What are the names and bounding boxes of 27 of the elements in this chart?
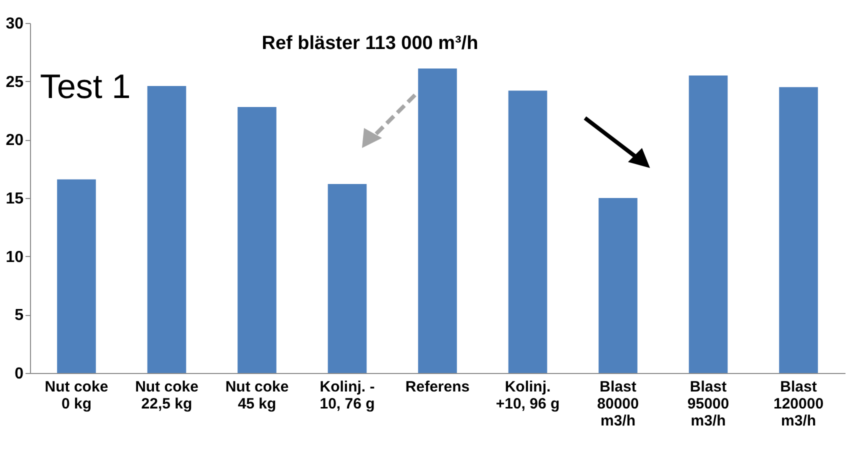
y-tick-label: 20 xyxy=(6,132,24,150)
y-tick-label: 25 xyxy=(6,74,24,91)
x-tick-label: Nut coke 45 kg xyxy=(225,378,289,412)
bar xyxy=(57,179,96,373)
y-tick-label: 30 xyxy=(6,16,24,32)
bar xyxy=(147,86,186,373)
x-tick-label: Nut coke 22,5 kg xyxy=(135,378,198,412)
x-tick-label: Blast 80000 m3/h xyxy=(597,378,639,430)
bar xyxy=(779,87,818,373)
bar xyxy=(238,107,276,373)
y-tick-label: 5 xyxy=(14,307,24,324)
annotation: Ref bläster 113 000 m³/h xyxy=(262,33,478,54)
text: Test 1 xyxy=(40,68,131,106)
bar xyxy=(328,184,367,373)
x-tick-label: Blast 120000 m3/h xyxy=(773,378,824,430)
y-tick-label: 10 xyxy=(6,248,24,266)
x-tick-label: Blast 95000 m3/h xyxy=(687,378,730,430)
x-tick-label: Referens xyxy=(405,378,470,396)
bar xyxy=(418,68,457,373)
bar xyxy=(598,198,638,373)
bar xyxy=(508,90,548,373)
x-tick-label: Kolinj. +10, 96 g xyxy=(496,378,560,412)
x-tick-label: Kolinj. - 10, 76 g xyxy=(320,378,375,412)
y-tick-label: 15 xyxy=(6,190,24,208)
y-tick-label: 0 xyxy=(14,366,24,382)
bar xyxy=(688,76,728,373)
x-tick-label: Nut coke 0 kg xyxy=(44,378,108,412)
